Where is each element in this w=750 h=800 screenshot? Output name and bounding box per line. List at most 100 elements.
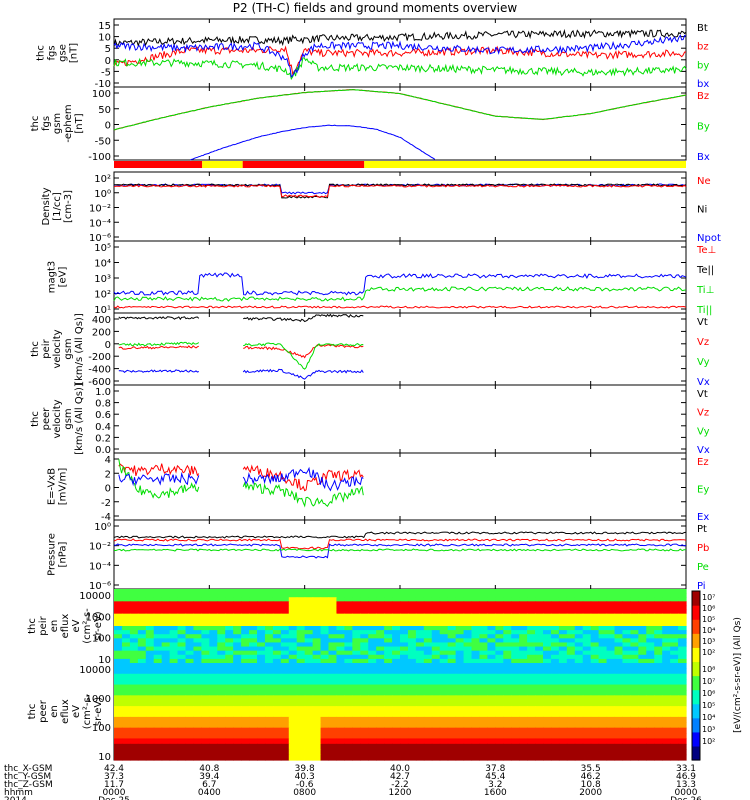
spectrogram-cell (264, 673, 274, 680)
spectrogram-cell (153, 654, 163, 660)
spectrogram-cell (678, 679, 687, 686)
y-tick-label: -50 (95, 136, 111, 147)
spectrogram-cell (455, 711, 465, 718)
spectrogram-cell (471, 743, 481, 750)
spectrogram-cell (312, 689, 322, 696)
spectrogram-cell (503, 727, 512, 734)
spectrogram-cell (114, 706, 123, 713)
spectrogram-cell (471, 589, 481, 594)
spectrogram-cell (447, 738, 457, 745)
spectrogram-cell (590, 695, 600, 702)
legend-te: Te⊥ (696, 245, 716, 256)
spectrogram-cell (582, 700, 592, 707)
spectrogram-cell (304, 658, 314, 664)
spectrogram-cell (137, 658, 147, 664)
spectrogram-cell (606, 630, 616, 635)
spectrogram-cell (439, 722, 449, 729)
spectrogram-cell (145, 754, 155, 761)
spectrogram-cell (463, 621, 473, 627)
spectrogram-cell (193, 613, 202, 619)
legend-pt: Pt (697, 524, 707, 535)
spectrogram-cell (630, 613, 639, 619)
spectrogram-cell (455, 716, 465, 723)
spectrogram-cell (582, 716, 592, 723)
spectrogram-cell (431, 749, 441, 756)
spectrogram-cell (598, 654, 608, 660)
spectrogram-cell (288, 727, 298, 734)
y-axis-label: [1/cc] (52, 192, 63, 221)
spectrogram-cell (296, 630, 306, 635)
spectrogram-cell (233, 650, 242, 656)
spectrogram-cell (257, 613, 266, 619)
spectrogram-cell (566, 706, 576, 713)
y-tick-label: -100 (88, 152, 111, 163)
spectrogram-cell (646, 706, 655, 713)
spectrogram-cell (257, 711, 266, 718)
spectrogram-cell (606, 711, 616, 718)
y-axis-label: gsm (63, 408, 74, 429)
spectrogram-cell (431, 601, 441, 607)
spectrogram-cell (471, 733, 481, 740)
spectrogram-cell (630, 646, 639, 652)
spectrogram-cell (630, 738, 639, 745)
spectrogram-cell (114, 722, 123, 729)
spectrogram-cell (590, 601, 600, 607)
spectrogram-cell (257, 658, 266, 664)
spectrogram-cell (503, 658, 512, 664)
spectrogram-cell (463, 727, 473, 734)
y-tick-label: 10⁰ (94, 522, 111, 533)
spectrogram-cell (336, 601, 345, 607)
spectrogram-cell (423, 716, 433, 723)
spectrogram-cell (209, 638, 218, 644)
spectrogram-cell (439, 617, 449, 623)
spectrogram-cell (646, 684, 655, 691)
spectrogram-cell (638, 650, 647, 656)
spectrogram-cell (280, 642, 290, 648)
spectrogram-cell (630, 711, 639, 718)
spectrogram-cell (392, 722, 401, 729)
spectrogram-cell (407, 700, 417, 707)
spectrogram-cell (543, 679, 552, 686)
spectrogram-cell (638, 638, 647, 644)
spectrogram-cell (455, 621, 465, 627)
spectrogram-cell (447, 605, 457, 611)
spectrogram-cell (622, 626, 631, 631)
spectrogram-cell (558, 613, 568, 619)
spectrogram-cell (566, 626, 576, 631)
spectrogram-cell (407, 733, 417, 740)
spectrogram-cell (161, 684, 171, 691)
spectrogram-cell (360, 589, 369, 594)
spectrogram-cell (400, 684, 409, 691)
spectrogram-cell (114, 727, 123, 734)
colorbar-tick-label: 10⁸ (702, 665, 715, 674)
spectrogram-cell (471, 617, 481, 623)
spectrogram-cell (185, 638, 195, 644)
spectrogram-cell (257, 634, 266, 639)
spectrogram-cell (360, 621, 369, 627)
spectrogram-cell (423, 706, 433, 713)
spectrogram-cell (550, 695, 560, 702)
spectrogram-cell (447, 593, 457, 598)
y-tick-label: 10000 (79, 665, 111, 676)
spectrogram-cell (296, 605, 306, 611)
spectrogram-cell (566, 689, 576, 696)
spectrogram-cell (201, 601, 210, 607)
spectrogram-cell (519, 638, 528, 644)
spectrogram-cell (535, 638, 544, 644)
spectrogram-cell (598, 727, 608, 734)
spectrogram-cell (352, 754, 361, 761)
spectrogram-cell (622, 695, 631, 702)
spectrogram-cell (463, 650, 473, 656)
spectrogram-cell (272, 605, 282, 611)
spectrogram-cell (161, 673, 171, 680)
spectrogram-cell (423, 646, 433, 652)
spectrogram-cell (646, 638, 655, 644)
spectrogram-cell (241, 673, 250, 680)
spectrogram-cell (447, 646, 457, 652)
spectrogram-cell (392, 733, 401, 740)
spectrogram-cell (233, 663, 242, 669)
x-axis-value: -2.2 (391, 780, 409, 790)
spectrogram-cell (185, 673, 195, 680)
spectrogram-cell (614, 605, 624, 611)
spectrogram-cell (662, 743, 671, 750)
